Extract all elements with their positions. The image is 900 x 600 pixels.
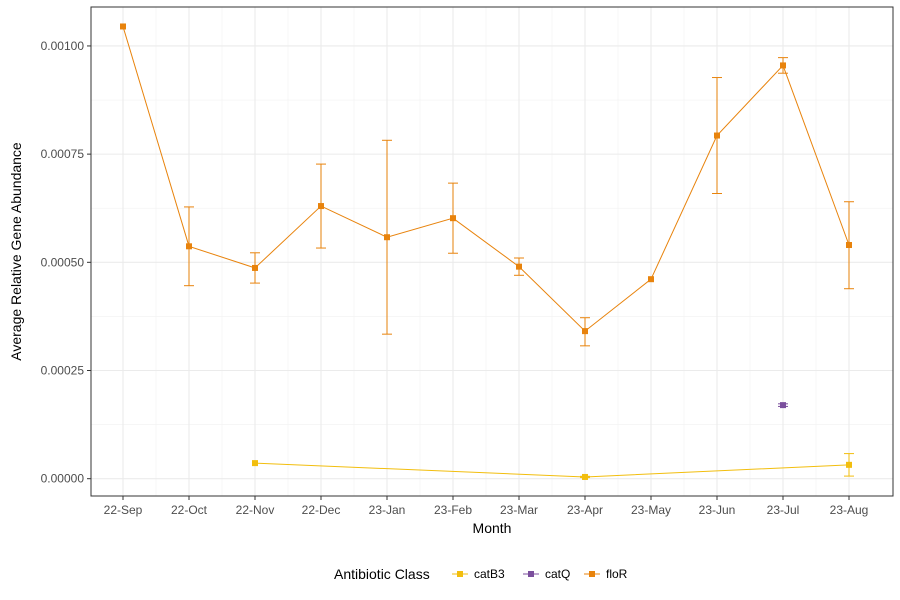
x-tick-label: 22-Oct	[171, 503, 208, 517]
data-point	[252, 264, 258, 271]
y-tick-label: 0.00025	[41, 364, 85, 378]
series-catB3	[252, 453, 854, 480]
data-point	[516, 263, 522, 270]
legend-item-catQ: catQ	[523, 567, 570, 581]
y-tick-label: 0.00000	[41, 472, 85, 486]
x-tick-label: 23-Aug	[830, 503, 869, 517]
data-point	[846, 242, 852, 249]
data-point	[384, 234, 390, 241]
data-point	[780, 402, 786, 409]
data-point	[582, 473, 588, 480]
series-floR	[120, 23, 854, 347]
data-point	[450, 215, 456, 222]
legend-title: Antibiotic Class	[334, 566, 430, 582]
series-layer	[120, 23, 854, 480]
x-axis-title: Month	[473, 520, 512, 536]
x-tick-label: 23-Feb	[434, 503, 472, 517]
data-point	[648, 276, 654, 283]
x-tick-label: 23-Jul	[767, 503, 800, 517]
data-point	[186, 243, 192, 250]
x-tick-label: 22-Sep	[104, 503, 143, 517]
data-point	[252, 460, 258, 467]
data-point	[582, 328, 588, 335]
x-axis: 22-Sep 22-Oct 22-Nov 22-Dec 23-Jan 23-Feb 23-M…	[104, 496, 869, 517]
x-tick-label: 23-May	[631, 503, 671, 517]
x-tick-label: 23-Jan	[369, 503, 406, 517]
legend-label: catB3	[474, 567, 505, 581]
x-tick-label: 23-Jun	[699, 503, 736, 517]
legend-item-floR: floR	[584, 567, 628, 581]
legend-label: floR	[606, 567, 628, 581]
data-point	[846, 461, 852, 468]
x-tick-label: 23-Mar	[500, 503, 538, 517]
y-tick-label: 0.00050	[41, 255, 85, 269]
legend: Antibiotic Class catB3 catQ floR	[334, 566, 628, 582]
legend-key-marker	[589, 571, 595, 577]
data-point	[120, 23, 126, 30]
grid-minor	[91, 7, 893, 496]
y-axis-title: Average Relative Gene Abundance	[8, 142, 24, 361]
series-catQ	[778, 402, 788, 409]
data-point	[714, 132, 720, 139]
y-tick-label: 0.00075	[41, 147, 85, 161]
legend-item-catB3: catB3	[452, 567, 505, 581]
y-axis: 0.00000 0.00025 0.00050 0.00075 0.00100	[41, 39, 91, 486]
x-tick-label: 23-Apr	[567, 503, 603, 517]
data-point	[780, 62, 786, 69]
y-tick-label: 0.00100	[41, 39, 85, 53]
panel-border	[90, 6, 894, 497]
legend-key-marker	[528, 571, 534, 577]
data-point	[318, 203, 324, 210]
x-tick-label: 22-Nov	[236, 503, 275, 517]
series-line	[122, 26, 850, 332]
x-tick-label: 22-Dec	[302, 503, 341, 517]
legend-label: catQ	[545, 567, 570, 581]
legend-key-marker	[457, 571, 463, 577]
